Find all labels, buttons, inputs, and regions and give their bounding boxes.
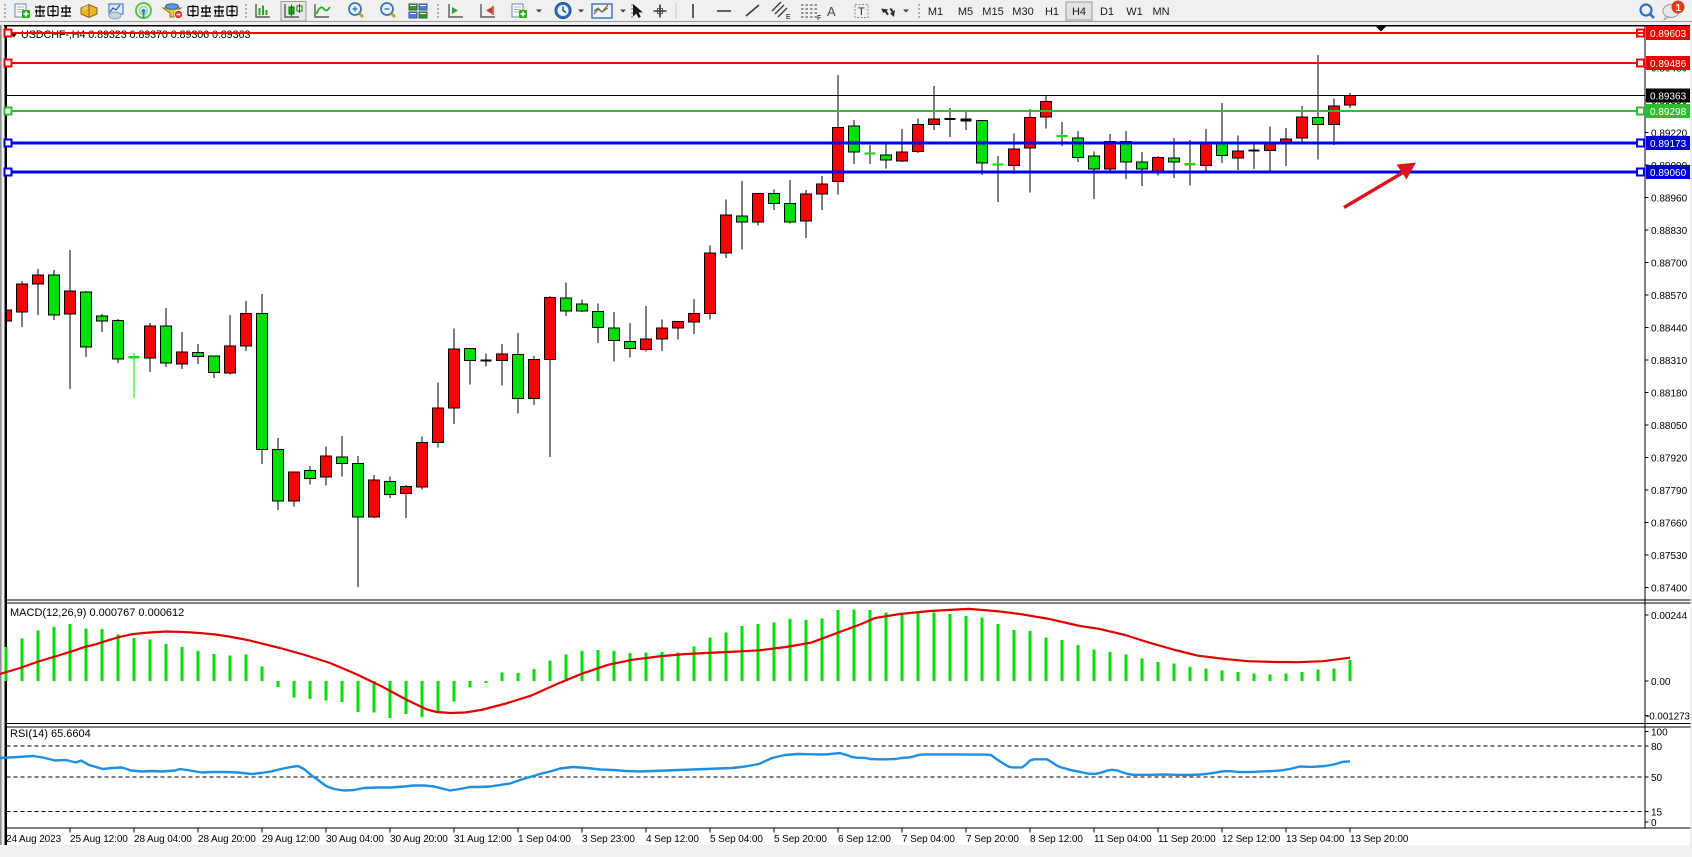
svg-text:0.88700: 0.88700	[1651, 258, 1688, 269]
svg-text:0: 0	[1651, 818, 1657, 829]
svg-text:0.89298: 0.89298	[1650, 107, 1687, 118]
svg-text:0.88960: 0.88960	[1651, 193, 1688, 204]
svg-text:M1: M1	[928, 6, 943, 18]
svg-text:11 Sep 20:00: 11 Sep 20:00	[1158, 834, 1216, 845]
svg-text:4 Sep 12:00: 4 Sep 12:00	[646, 834, 699, 845]
svg-text:0.87660: 0.87660	[1651, 518, 1688, 529]
svg-text:0.88180: 0.88180	[1651, 388, 1688, 399]
svg-text:50: 50	[1651, 773, 1663, 784]
svg-text:MACD(12,26,9) 0.000767 0.00061: MACD(12,26,9) 0.000767 0.000612	[10, 607, 184, 619]
svg-text:30 Aug 04:00: 30 Aug 04:00	[326, 834, 384, 845]
svg-text:13 Sep 04:00: 13 Sep 04:00	[1286, 834, 1345, 845]
svg-text:31 Aug 12:00: 31 Aug 12:00	[454, 834, 512, 845]
svg-text:M15: M15	[982, 6, 1003, 18]
svg-text:0.00244: 0.00244	[1651, 611, 1688, 622]
svg-text:0.87920: 0.87920	[1651, 453, 1688, 464]
svg-text:0.89363: 0.89363	[1650, 92, 1687, 103]
svg-text:29 Aug 12:00: 29 Aug 12:00	[262, 834, 320, 845]
svg-text:28 Aug 04:00: 28 Aug 04:00	[134, 834, 192, 845]
svg-text:0.88830: 0.88830	[1651, 226, 1688, 237]
svg-text:5 Sep 04:00: 5 Sep 04:00	[710, 834, 763, 845]
svg-text:USDCHF-,H4 0.89323 0.89370 0.: USDCHF-,H4 0.89323 0.89370 0.89306 0.893…	[21, 29, 250, 41]
svg-text:5 Sep 20:00: 5 Sep 20:00	[774, 834, 827, 845]
svg-text:0.88570: 0.88570	[1651, 291, 1688, 302]
svg-text:-0.001273: -0.001273	[1646, 711, 1690, 722]
svg-text:0.89220: 0.89220	[1651, 128, 1688, 139]
svg-text:7 Sep 20:00: 7 Sep 20:00	[966, 834, 1019, 845]
svg-text:28 Aug 20:00: 28 Aug 20:00	[198, 834, 256, 845]
svg-text:0.88310: 0.88310	[1651, 356, 1688, 367]
svg-text:0.89060: 0.89060	[1650, 168, 1687, 179]
svg-text:7 Sep 04:00: 7 Sep 04:00	[902, 834, 955, 845]
svg-text:W1: W1	[1126, 6, 1143, 18]
svg-text:1: 1	[1676, 3, 1682, 14]
svg-text:0.00: 0.00	[1651, 677, 1671, 688]
svg-text:8 Sep 12:00: 8 Sep 12:00	[1030, 834, 1083, 845]
svg-text:15: 15	[1651, 808, 1663, 819]
svg-text:0.87400: 0.87400	[1651, 583, 1688, 594]
svg-text:12 Sep 12:00: 12 Sep 12:00	[1222, 834, 1281, 845]
svg-text:13 Sep 20:00: 13 Sep 20:00	[1350, 834, 1409, 845]
svg-text:A: A	[827, 4, 836, 19]
svg-text:0.89603: 0.89603	[1650, 29, 1687, 40]
svg-text:0.87790: 0.87790	[1651, 486, 1688, 497]
svg-text:0.88050: 0.88050	[1651, 421, 1688, 432]
svg-text:1 Sep 04:00: 1 Sep 04:00	[518, 834, 571, 845]
svg-text:0.87530: 0.87530	[1651, 551, 1688, 562]
svg-text:E: E	[786, 14, 791, 21]
svg-text:6 Sep 12:00: 6 Sep 12:00	[838, 834, 891, 845]
svg-text:T: T	[858, 6, 865, 18]
svg-text:H4: H4	[1072, 6, 1086, 18]
svg-text:0.88440: 0.88440	[1651, 323, 1688, 334]
svg-text:25 Aug 12:00: 25 Aug 12:00	[70, 834, 128, 845]
svg-text:3 Sep 23:00: 3 Sep 23:00	[582, 834, 635, 845]
svg-text:M5: M5	[958, 6, 973, 18]
svg-text:D1: D1	[1100, 6, 1114, 18]
svg-text:0.89486: 0.89486	[1650, 59, 1687, 70]
svg-text:0.89173: 0.89173	[1650, 139, 1687, 150]
svg-text:RSI(14) 65.6604: RSI(14) 65.6604	[10, 728, 91, 740]
svg-text:100: 100	[1651, 728, 1668, 739]
svg-text:F: F	[817, 15, 821, 22]
svg-text:MN: MN	[1152, 6, 1169, 18]
svg-text:24 Aug 2023: 24 Aug 2023	[6, 834, 62, 845]
svg-text:30 Aug 20:00: 30 Aug 20:00	[390, 834, 448, 845]
svg-text:M30: M30	[1012, 6, 1033, 18]
svg-text:80: 80	[1651, 742, 1663, 753]
svg-text:11 Sep 04:00: 11 Sep 04:00	[1094, 834, 1152, 845]
svg-text:H1: H1	[1045, 6, 1059, 18]
